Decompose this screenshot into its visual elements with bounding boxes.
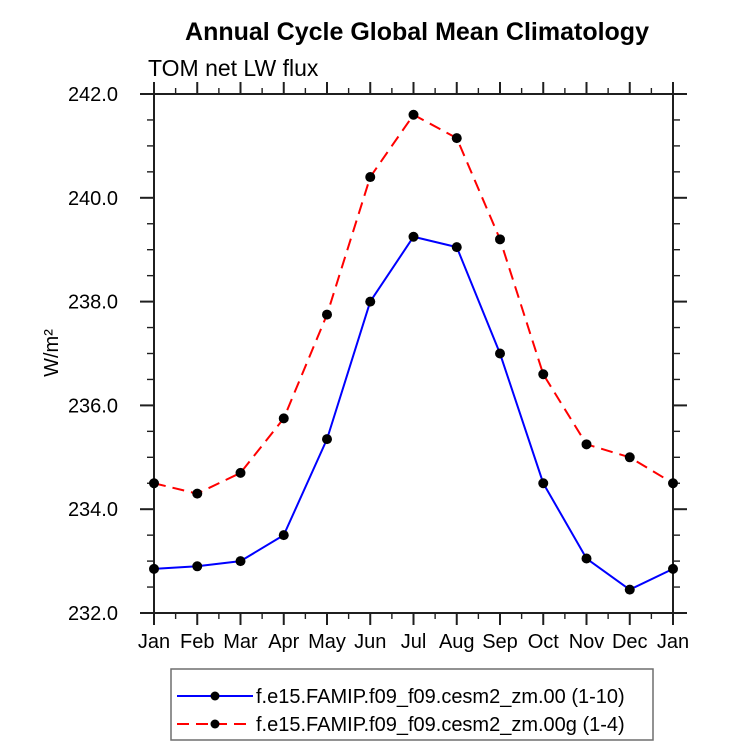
y-axis-tick-label: 238.0: [68, 292, 118, 314]
y-axis-tick-label: 236.0: [68, 395, 118, 417]
legend-box: [170, 668, 654, 741]
data-point-marker: [624, 452, 635, 463]
x-axis-tick-label: Oct: [528, 631, 560, 653]
data-point-marker: [365, 296, 376, 307]
data-point-marker: [149, 563, 159, 574]
x-axis-tick-label: Aug: [439, 631, 475, 653]
data-point-marker: [235, 556, 246, 567]
x-axis-tick-label: Jan: [138, 631, 170, 653]
axis-ticks: [140, 82, 687, 625]
plot-frame: [153, 93, 674, 614]
data-point-marker: [451, 242, 462, 253]
data-point-marker: [624, 584, 635, 595]
x-axis-tick-label: Nov: [569, 631, 605, 653]
x-axis-tick-label: Jun: [354, 631, 386, 653]
series-line-0: [153, 235, 674, 591]
data-point-marker: [278, 413, 289, 424]
legend: f.e15.FAMIP.f09_f09.cesm2_zm.00 (1-10) f…: [170, 668, 654, 741]
data-point-marker: [322, 434, 332, 445]
x-axis-tick-label: Apr: [268, 631, 299, 653]
data-point-marker: [668, 478, 678, 489]
data-point-marker: [538, 369, 549, 380]
data-point-marker: [408, 109, 419, 120]
y-axis-title: W/m²: [41, 329, 63, 377]
data-point-marker: [495, 348, 505, 359]
data-point-marker: [538, 478, 549, 489]
data-point-marker: [668, 563, 678, 574]
data-point-marker: [495, 234, 505, 245]
legend-label-series-1: f.e15.FAMIP.f09_f09.cesm2_zm.00g (1-4): [256, 714, 625, 736]
data-point-marker: [149, 478, 159, 489]
data-point-marker: [581, 553, 592, 564]
y-axis-tick-label: 232.0: [68, 603, 118, 625]
chart-title: Annual Cycle Global Mean Climatology: [185, 18, 649, 46]
legend-marker-series-1: [210, 719, 220, 729]
x-axis-tick-label: Dec: [612, 631, 648, 653]
y-axis-tick-label: 240.0: [68, 188, 118, 210]
y-axis-tick-label: 242.0: [68, 84, 118, 106]
x-axis-tick-label: May: [308, 631, 346, 653]
data-point-marker: [581, 439, 592, 450]
data-point-marker: [365, 172, 376, 183]
data-point-marker: [192, 561, 203, 572]
legend-label-series-0: f.e15.FAMIP.f09_f09.cesm2_zm.00 (1-10): [256, 686, 625, 708]
series-line-1: [153, 113, 674, 495]
x-axis-tick-label: Feb: [180, 631, 214, 653]
chart-subtitle: TOM net LW flux: [148, 55, 319, 81]
y-axis-tick-label: 234.0: [68, 499, 118, 521]
data-series: [149, 109, 678, 595]
legend-marker-series-0: [210, 691, 220, 701]
data-point-marker: [278, 530, 289, 541]
x-axis-tick-label: Sep: [482, 631, 518, 653]
x-axis-tick-label: Mar: [223, 631, 258, 653]
data-point-marker: [192, 488, 203, 499]
data-point-marker: [451, 133, 462, 144]
data-point-marker: [235, 467, 246, 478]
data-point-marker: [322, 309, 332, 320]
x-axis-tick-label: Jan: [657, 631, 689, 653]
data-point-marker: [408, 231, 419, 242]
x-axis-tick-label: Jul: [401, 631, 427, 653]
axis-tick-labels: 232.0 234.0 236.0 238.0 240.0 242.0 Jan Feb Mar A…: [68, 84, 689, 653]
